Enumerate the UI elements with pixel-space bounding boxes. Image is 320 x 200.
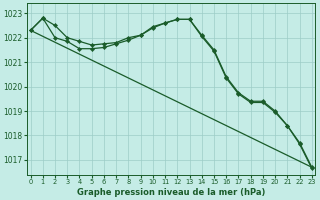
X-axis label: Graphe pression niveau de la mer (hPa): Graphe pression niveau de la mer (hPa) [77,188,265,197]
